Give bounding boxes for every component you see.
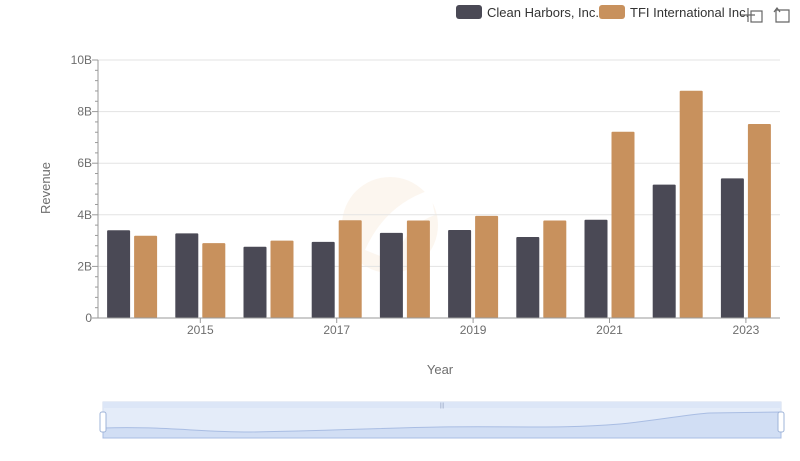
bar-clean-harbors-2018[interactable] bbox=[379, 232, 403, 318]
slider-grip-icon: ||| bbox=[440, 403, 445, 409]
slider-handle-left[interactable] bbox=[99, 411, 107, 433]
bar-clean-harbors-2023[interactable] bbox=[720, 178, 744, 318]
legend: Clean Harbors, Inc. TFI International In… bbox=[456, 5, 749, 20]
x-tick-label: 2021 bbox=[596, 323, 623, 337]
y-tick-label: 2B bbox=[77, 259, 92, 273]
bar-tfi-international-2017[interactable] bbox=[338, 220, 362, 318]
x-tick-label: 2023 bbox=[733, 323, 760, 337]
bar-tfi-international-2014[interactable] bbox=[134, 235, 158, 318]
y-tick-label: 4B bbox=[77, 208, 92, 222]
bar-clean-harbors-2019[interactable] bbox=[448, 230, 472, 318]
bar-clean-harbors-2017[interactable] bbox=[311, 241, 335, 318]
legend-swatch-clean-harbors bbox=[456, 5, 482, 19]
x-tick-label: 2019 bbox=[460, 323, 487, 337]
bar-clean-harbors-2022[interactable] bbox=[652, 184, 676, 318]
data-zoom-slider[interactable]: ||| bbox=[99, 401, 785, 439]
legend-swatch-tfi-international bbox=[599, 5, 625, 19]
bar-tfi-international-2020[interactable] bbox=[543, 220, 567, 318]
bar-tfi-international-2015[interactable] bbox=[202, 243, 226, 318]
y-tick-label: 0 bbox=[85, 311, 92, 325]
bar-clean-harbors-2014[interactable] bbox=[107, 230, 131, 318]
bars bbox=[107, 90, 771, 319]
bar-clean-harbors-2020[interactable] bbox=[516, 236, 540, 318]
x-axis-title: Year bbox=[427, 362, 454, 377]
legend-label-tfi-international: TFI International Inc. bbox=[630, 5, 749, 20]
slider-top-bar[interactable] bbox=[103, 402, 781, 408]
restore-icon[interactable] bbox=[773, 7, 790, 23]
x-tick-label: 2017 bbox=[323, 323, 350, 337]
slider-preview-line bbox=[102, 411, 782, 439]
legend-item-clean-harbors[interactable]: Clean Harbors, Inc. bbox=[456, 5, 599, 20]
bar-tfi-international-2023[interactable] bbox=[747, 123, 771, 318]
y-tick-label: 10B bbox=[71, 53, 92, 67]
bar-tfi-international-2022[interactable] bbox=[679, 90, 703, 319]
slider-handle-right[interactable] bbox=[777, 411, 785, 433]
bar-tfi-international-2018[interactable] bbox=[406, 220, 430, 318]
bar-tfi-international-2021[interactable] bbox=[611, 131, 635, 318]
y-axis: 0 2B 4B 6B 8B 10B bbox=[71, 53, 99, 325]
bar-tfi-international-2019[interactable] bbox=[475, 215, 499, 318]
x-tick-label: 2015 bbox=[187, 323, 214, 337]
legend-label-clean-harbors: Clean Harbors, Inc. bbox=[487, 5, 599, 20]
y-axis-title: Revenue bbox=[38, 162, 53, 214]
bar-clean-harbors-2021[interactable] bbox=[584, 219, 608, 318]
y-tick-label: 8B bbox=[77, 105, 92, 119]
legend-item-tfi-international[interactable]: TFI International Inc. bbox=[599, 5, 749, 20]
y-tick-label: 6B bbox=[77, 156, 92, 170]
zoom-select-icon[interactable] bbox=[741, 8, 763, 23]
bar-tfi-international-2016[interactable] bbox=[270, 240, 294, 318]
grid-lines bbox=[98, 59, 780, 319]
x-axis: 2015 2017 2019 2021 2023 bbox=[98, 317, 780, 337]
bar-clean-harbors-2016[interactable] bbox=[243, 246, 267, 318]
bar-clean-harbors-2015[interactable] bbox=[175, 233, 199, 318]
